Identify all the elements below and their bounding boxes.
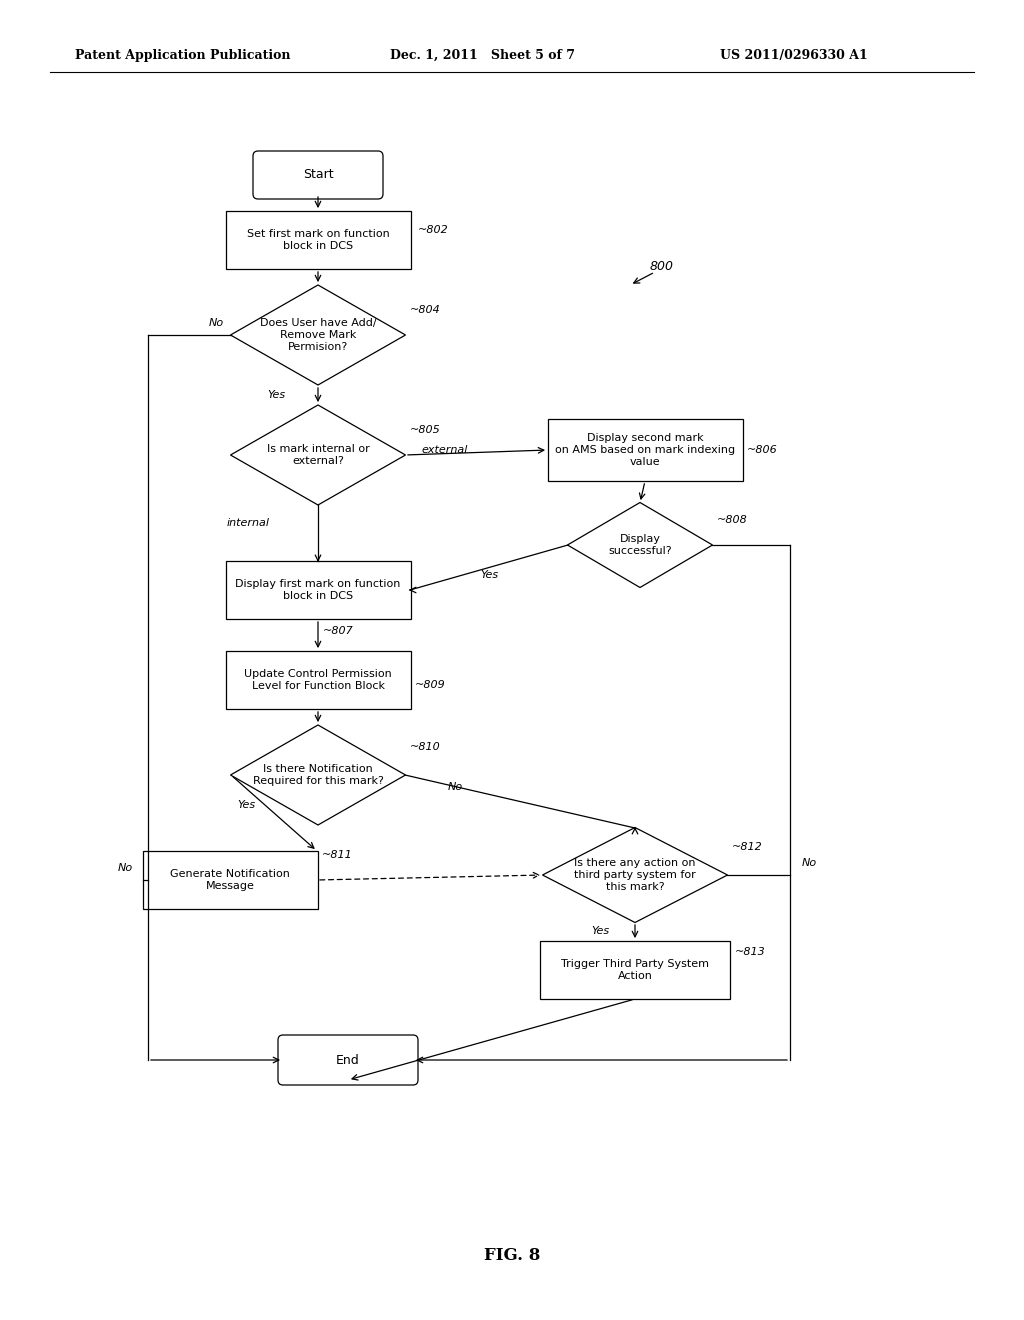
Text: Set first mark on function
block in DCS: Set first mark on function block in DCS: [247, 230, 389, 251]
Bar: [548, 418, 742, 480]
Text: No: No: [447, 781, 463, 792]
Text: ~813: ~813: [735, 946, 766, 957]
Text: ~811: ~811: [322, 850, 352, 861]
Text: Is mark internal or
external?: Is mark internal or external?: [266, 445, 370, 466]
FancyBboxPatch shape: [278, 1035, 418, 1085]
Text: FIG. 8: FIG. 8: [483, 1246, 541, 1263]
Text: Yes: Yes: [480, 570, 498, 579]
Bar: [142, 851, 317, 909]
Text: Yes: Yes: [237, 800, 255, 810]
Polygon shape: [230, 725, 406, 825]
FancyBboxPatch shape: [253, 150, 383, 199]
Polygon shape: [230, 405, 406, 506]
Text: Is there Notification
Required for this mark?: Is there Notification Required for this …: [253, 764, 383, 785]
Bar: [225, 561, 411, 619]
Text: ~808: ~808: [717, 515, 748, 525]
Text: End: End: [336, 1053, 359, 1067]
Text: external: external: [422, 445, 468, 455]
Text: ~805: ~805: [410, 425, 440, 436]
Text: 800: 800: [650, 260, 674, 273]
Text: Display
successful?: Display successful?: [608, 535, 672, 556]
Polygon shape: [230, 285, 406, 385]
Bar: [225, 651, 411, 709]
Text: No: No: [209, 318, 223, 327]
Text: Dec. 1, 2011   Sheet 5 of 7: Dec. 1, 2011 Sheet 5 of 7: [390, 49, 575, 62]
Text: Display first mark on function
block in DCS: Display first mark on function block in …: [236, 579, 400, 601]
Text: Display second mark
on AMS based on mark indexing
value: Display second mark on AMS based on mark…: [555, 433, 735, 466]
Text: ~812: ~812: [732, 842, 763, 851]
Text: Yes: Yes: [591, 927, 609, 936]
Text: Does User have Add/
Remove Mark
Permision?: Does User have Add/ Remove Mark Permisio…: [260, 318, 376, 351]
Text: Generate Notification
Message: Generate Notification Message: [170, 869, 290, 891]
Text: Trigger Third Party System
Action: Trigger Third Party System Action: [561, 960, 709, 981]
Text: internal: internal: [226, 517, 269, 528]
Text: Patent Application Publication: Patent Application Publication: [75, 49, 291, 62]
Polygon shape: [543, 828, 727, 923]
Text: ~804: ~804: [410, 305, 440, 315]
Text: No: No: [118, 863, 132, 873]
Polygon shape: [567, 503, 713, 587]
Text: ~806: ~806: [746, 445, 778, 455]
Text: ~810: ~810: [410, 742, 440, 752]
Text: ~809: ~809: [415, 680, 445, 690]
Text: ~807: ~807: [323, 626, 353, 636]
Text: Is there any action on
third party system for
this mark?: Is there any action on third party syste…: [574, 858, 696, 891]
Text: Yes: Yes: [267, 389, 285, 400]
Text: No: No: [802, 858, 817, 869]
Text: US 2011/0296330 A1: US 2011/0296330 A1: [720, 49, 867, 62]
Bar: [540, 941, 730, 999]
Bar: [225, 211, 411, 269]
Text: Update Control Permission
Level for Function Block: Update Control Permission Level for Func…: [244, 669, 392, 690]
Text: ~802: ~802: [418, 224, 449, 235]
Text: Start: Start: [303, 169, 334, 181]
